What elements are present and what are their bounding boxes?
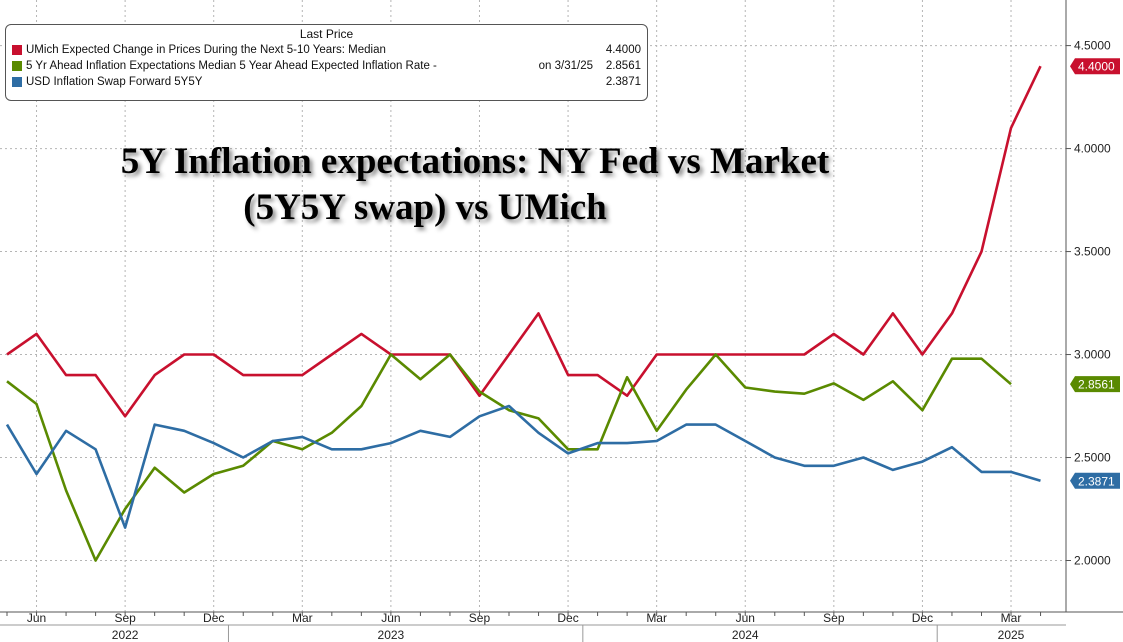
y-tick-label: 3.5000 bbox=[1074, 245, 1111, 259]
last-value-badge: 4.4000 bbox=[1070, 58, 1120, 75]
legend-item-value: 2.3871 bbox=[605, 76, 641, 88]
x-year-label: 2024 bbox=[732, 628, 759, 642]
chart-legend: Last Price UMich Expected Change in Pric… bbox=[5, 24, 648, 101]
x-tick-label: Jun bbox=[27, 611, 46, 625]
series-line-2 bbox=[6, 353, 1012, 562]
x-tick-label: Mar bbox=[292, 611, 313, 625]
last-value-badge-label: 4.4000 bbox=[1078, 60, 1115, 74]
chart-headline-line-2: (5Y5Y swap) vs UMich bbox=[243, 187, 607, 228]
badge-layer: 4.4000 2.8561 2.3871 bbox=[1070, 58, 1120, 489]
x-tick-label: Mar bbox=[646, 611, 667, 625]
last-value-badge-shape bbox=[1070, 376, 1120, 393]
x-year-label: 2022 bbox=[112, 628, 139, 642]
x-tick-label: Dec bbox=[203, 611, 224, 625]
legend-item-nyfed: 5 Yr Ahead Inflation Expectations Median… bbox=[12, 58, 641, 74]
x-year-label: 2023 bbox=[378, 628, 405, 642]
series-layer bbox=[5, 65, 1042, 562]
y-tick-label: 4.5000 bbox=[1074, 39, 1111, 53]
last-value-badge-shape bbox=[1070, 58, 1120, 75]
last-value-badge-label: 2.3871 bbox=[1078, 474, 1115, 488]
legend-item-name: USD Inflation Swap Forward 5Y5Y bbox=[26, 76, 203, 88]
legend-item-value: 4.4000 bbox=[605, 44, 641, 56]
grid-layer bbox=[0, 0, 1066, 612]
legend-item-umich: UMich Expected Change in Prices During t… bbox=[12, 42, 641, 58]
chart-headline-line-1: 5Y Inflation expectations: NY Fed vs Mar… bbox=[120, 141, 830, 182]
x-tick-label: Jun bbox=[736, 611, 755, 625]
x-tick-label: Dec bbox=[557, 611, 578, 625]
x-tick-label: Sep bbox=[114, 611, 136, 625]
series-line-1 bbox=[6, 65, 1042, 418]
x-tick-label: Sep bbox=[469, 611, 491, 625]
legend-title: Last Price bbox=[299, 27, 354, 41]
last-value-badge-shape bbox=[1070, 472, 1120, 489]
last-value-badge: 2.8561 bbox=[1070, 376, 1120, 393]
x-tick-label: Dec bbox=[912, 611, 933, 625]
y-tick-label: 2.0000 bbox=[1074, 554, 1111, 568]
series-line-3 bbox=[5, 404, 1041, 529]
last-value-badge: 2.3871 bbox=[1070, 472, 1120, 489]
x-tick-label: Jun bbox=[381, 611, 400, 625]
x-tick-label: Mar bbox=[1001, 611, 1022, 625]
legend-item-name: UMich Expected Change in Prices During t… bbox=[26, 44, 386, 56]
legend-swatch-green bbox=[12, 61, 22, 71]
legend-item-date: on 3/31/25 bbox=[538, 60, 593, 72]
y-tick-label: 3.0000 bbox=[1074, 348, 1111, 362]
legend-item-swap: USD Inflation Swap Forward 5Y5Y 2.3871 bbox=[12, 74, 641, 90]
legend-swatch-blue bbox=[12, 77, 22, 87]
y-tick-label: 2.5000 bbox=[1074, 451, 1111, 465]
x-year-label: 2025 bbox=[998, 628, 1025, 642]
legend-swatch-red bbox=[12, 45, 22, 55]
legend-item-name: 5 Yr Ahead Inflation Expectations Median… bbox=[26, 60, 437, 72]
y-tick-label: 4.0000 bbox=[1074, 142, 1111, 156]
legend-item-value: 2.8561 bbox=[605, 60, 641, 72]
x-tick-label: Sep bbox=[823, 611, 845, 625]
last-value-badge-label: 2.8561 bbox=[1078, 378, 1115, 392]
